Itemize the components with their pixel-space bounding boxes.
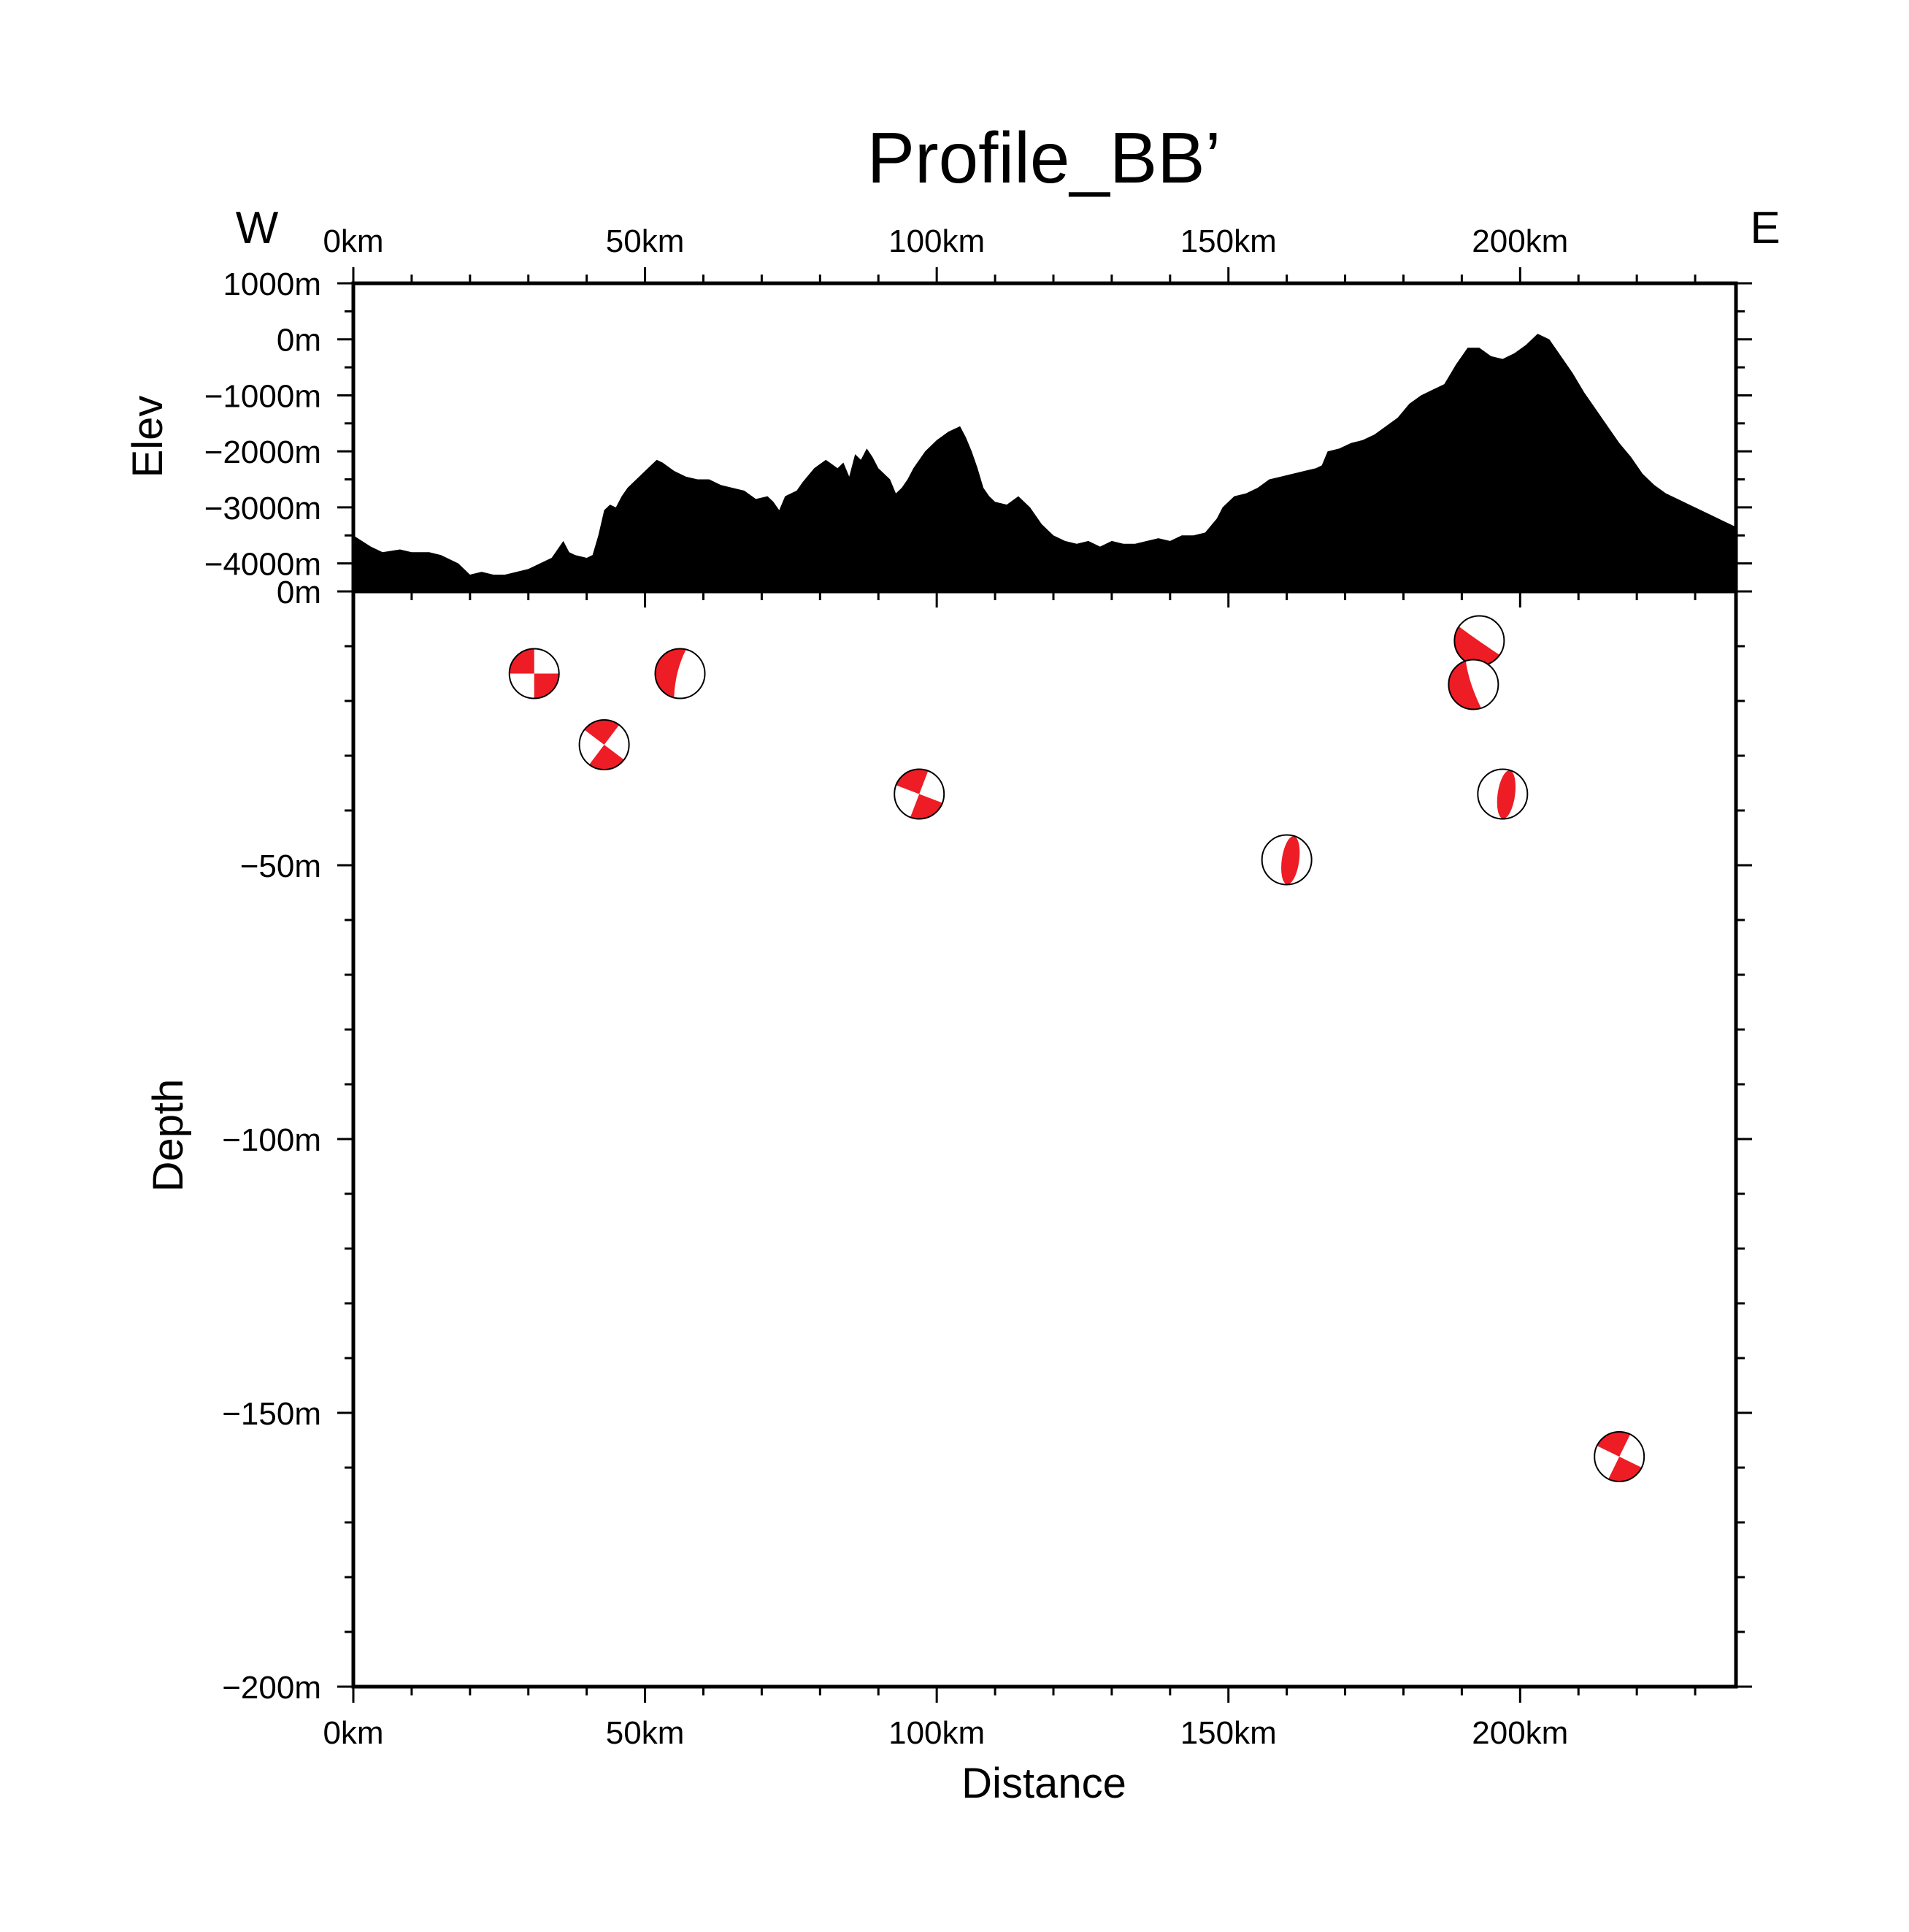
chart-title: Profile_BB’ [867, 118, 1221, 198]
elev-tick-label: 1000m [223, 267, 321, 302]
depth-frame [351, 589, 1738, 1689]
beachball-quadrant [1497, 770, 1516, 819]
elev-tick-label: −1000m [204, 378, 321, 414]
direction-left-label: W [236, 203, 279, 253]
depth-tick-label: −150m [222, 1396, 321, 1432]
depth-axis-title: Depth [145, 1079, 192, 1192]
beachball-quadrant [589, 745, 624, 770]
beachball-3 [654, 648, 706, 699]
beachball-quadrant [509, 648, 534, 674]
beachball-outline [894, 768, 945, 820]
x-tick-label-bottom: 0km [323, 1715, 383, 1751]
x-tick-label-bottom: 150km [1180, 1715, 1277, 1751]
x-tick-label-top: 150km [1180, 223, 1277, 259]
beachball-quadrant [910, 794, 942, 819]
x-tick-label-bottom: 100km [888, 1715, 985, 1751]
beachball-5 [1261, 834, 1313, 886]
elev-tick-label: −4000m [204, 547, 321, 583]
terrain-profile [353, 334, 1736, 591]
elev-tick-label: −3000m [204, 491, 321, 526]
depth-tick-label: −200m [222, 1670, 321, 1706]
beachball-quadrant [1281, 836, 1300, 885]
beachball-outline [1448, 659, 1499, 710]
x-axis-title: Distance [961, 1760, 1126, 1807]
depth-tick-label: −100m [222, 1122, 321, 1158]
beachball-8 [1477, 768, 1529, 820]
beachball-quadrant [534, 673, 559, 699]
beachball-quadrant [896, 769, 929, 794]
beachball-quadrant [1608, 1457, 1642, 1481]
beachball-7 [1448, 659, 1499, 710]
beachball-quadrant [1454, 626, 1500, 666]
depth-tick-label: −50m [240, 848, 321, 884]
beachball-outline [1261, 834, 1313, 886]
beachball-outline [508, 648, 560, 699]
x-tick-label-top: 100km [888, 223, 985, 259]
beachball-1 [508, 648, 560, 699]
beachball-outline [578, 719, 630, 770]
beachball-9 [1594, 1431, 1645, 1482]
x-tick-label-bottom: 50km [606, 1715, 685, 1751]
beachball-2 [578, 719, 630, 770]
beachball-outline [1477, 768, 1529, 820]
beachball-quadrant [584, 720, 620, 745]
x-tick-label-top: 50km [606, 223, 685, 259]
beachball-6 [1453, 615, 1505, 667]
elevation-axis-title: Elev [124, 396, 172, 478]
x-tick-label-top: 0km [323, 223, 383, 259]
beachball-4 [894, 768, 945, 820]
elevation-panel: 1000m 0m −1000m −2000m −3000m −4000m [204, 267, 1752, 594]
beachball-quadrant [1597, 1432, 1631, 1457]
x-axis: 0km 0km 50km 50km 100km 100km 150km 150km 200km 2… [323, 223, 1697, 1751]
x-tick-label-top: 200km [1472, 223, 1568, 259]
direction-right-label: E [1750, 203, 1780, 253]
elev-tick-label: −2000m [204, 434, 321, 470]
elev-tick-label: 0m [277, 323, 321, 359]
x-tick-label-bottom: 200km [1472, 1715, 1568, 1751]
beachball-outline [1594, 1431, 1645, 1482]
depth-panel: 0m −50m −100m −150m −200m [222, 575, 1752, 1706]
beachball-outline [654, 648, 706, 699]
beachball-quadrant [1448, 661, 1481, 710]
depth-tick-label: 0m [277, 575, 321, 610]
beachball-quadrant [655, 648, 686, 698]
